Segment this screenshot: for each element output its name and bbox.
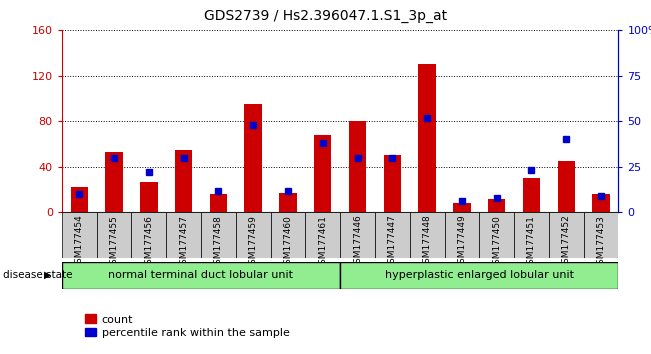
Text: GSM177460: GSM177460 bbox=[283, 215, 292, 270]
Text: normal terminal duct lobular unit: normal terminal duct lobular unit bbox=[109, 270, 294, 280]
Text: GSM177446: GSM177446 bbox=[353, 215, 362, 269]
Bar bbox=[453, 203, 471, 212]
Bar bbox=[419, 64, 436, 212]
Text: ▶: ▶ bbox=[44, 270, 52, 280]
Bar bbox=[592, 194, 610, 212]
Bar bbox=[236, 212, 271, 258]
Bar bbox=[349, 121, 367, 212]
Bar bbox=[132, 212, 166, 258]
Text: GSM177455: GSM177455 bbox=[109, 215, 118, 270]
Bar bbox=[514, 212, 549, 258]
Bar bbox=[62, 212, 96, 258]
Bar bbox=[479, 212, 514, 258]
Text: hyperplastic enlarged lobular unit: hyperplastic enlarged lobular unit bbox=[385, 270, 574, 280]
Bar bbox=[70, 187, 88, 212]
Bar bbox=[175, 150, 192, 212]
Text: GSM177458: GSM177458 bbox=[214, 215, 223, 270]
Text: GSM177451: GSM177451 bbox=[527, 215, 536, 270]
Bar bbox=[549, 212, 584, 258]
Bar bbox=[488, 199, 505, 212]
Bar bbox=[166, 212, 201, 258]
Bar bbox=[271, 212, 305, 258]
Text: GSM177453: GSM177453 bbox=[596, 215, 605, 270]
Bar bbox=[340, 262, 618, 289]
Bar bbox=[409, 212, 445, 258]
Bar bbox=[245, 104, 262, 212]
Bar bbox=[383, 155, 401, 212]
Bar bbox=[201, 212, 236, 258]
Bar bbox=[62, 262, 340, 289]
Bar bbox=[140, 182, 158, 212]
Bar bbox=[557, 161, 575, 212]
Bar bbox=[375, 212, 409, 258]
Text: GSM177448: GSM177448 bbox=[422, 215, 432, 269]
Bar bbox=[584, 212, 618, 258]
Text: GSM177454: GSM177454 bbox=[75, 215, 84, 269]
Text: GDS2739 / Hs2.396047.1.S1_3p_at: GDS2739 / Hs2.396047.1.S1_3p_at bbox=[204, 9, 447, 23]
Text: GSM177457: GSM177457 bbox=[179, 215, 188, 270]
Bar bbox=[305, 212, 340, 258]
Bar bbox=[210, 194, 227, 212]
Text: GSM177447: GSM177447 bbox=[388, 215, 397, 269]
Text: GSM177459: GSM177459 bbox=[249, 215, 258, 270]
Text: GSM177452: GSM177452 bbox=[562, 215, 571, 269]
Text: GSM177456: GSM177456 bbox=[145, 215, 154, 270]
Bar bbox=[314, 135, 331, 212]
Bar bbox=[445, 212, 479, 258]
Bar bbox=[96, 212, 132, 258]
Legend: count, percentile rank within the sample: count, percentile rank within the sample bbox=[81, 310, 294, 342]
Text: disease state: disease state bbox=[3, 270, 73, 280]
Bar bbox=[340, 212, 375, 258]
Text: GSM177449: GSM177449 bbox=[458, 215, 466, 269]
Bar bbox=[105, 152, 123, 212]
Text: GSM177461: GSM177461 bbox=[318, 215, 327, 270]
Bar bbox=[279, 193, 297, 212]
Text: GSM177450: GSM177450 bbox=[492, 215, 501, 270]
Bar bbox=[523, 178, 540, 212]
